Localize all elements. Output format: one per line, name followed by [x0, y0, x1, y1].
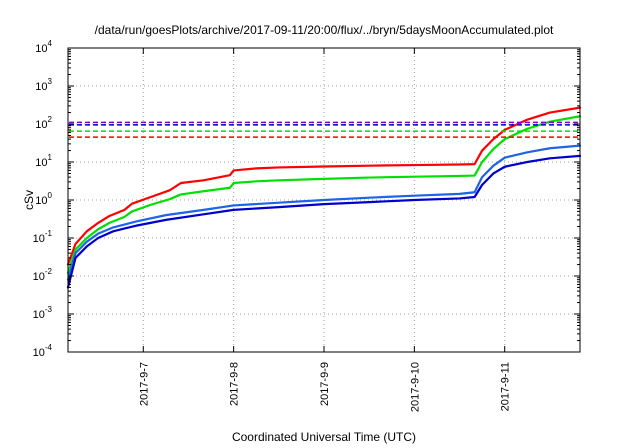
- y-tick-label: 104: [35, 39, 52, 55]
- y-tick-label: 10-4: [33, 343, 53, 359]
- y-tick-label: 10-3: [33, 305, 53, 321]
- series-line-3: [66, 144, 582, 281]
- y-tick-label: 102: [35, 115, 52, 131]
- series-line-1: [66, 106, 582, 266]
- y-tick-label: 10-1: [33, 229, 53, 245]
- y-axis: 10-4 10-3 10-2 10-1 100 101 102 103 104: [33, 39, 580, 359]
- y-tick-label: 103: [35, 77, 52, 93]
- x-tick-label: 2017-9-11: [500, 362, 512, 411]
- chart-title: /data/run/goesPlots/archive/2017-09-11/2…: [95, 23, 554, 37]
- x-tick-label: 2017-9-10: [409, 362, 421, 412]
- series-line-2: [66, 115, 582, 275]
- y-tick-label: 10-2: [33, 267, 53, 283]
- y-tick-label: 100: [35, 191, 52, 207]
- x-axis: 2017-9-7 2017-9-8 2017-9-9 2017-9-10 2017-9-…: [138, 48, 512, 412]
- y-axis-label: cSv: [22, 190, 36, 210]
- x-tick-label: 2017-9-8: [229, 362, 241, 406]
- x-tick-label: 2017-9-7: [138, 362, 150, 406]
- x-axis-label: Coordinated Universal Time (UTC): [232, 430, 416, 444]
- x-tick-label: 2017-9-9: [319, 362, 331, 406]
- series-line-4: [66, 154, 582, 289]
- y-tick-label: 101: [35, 153, 52, 169]
- series-layer: [66, 106, 582, 289]
